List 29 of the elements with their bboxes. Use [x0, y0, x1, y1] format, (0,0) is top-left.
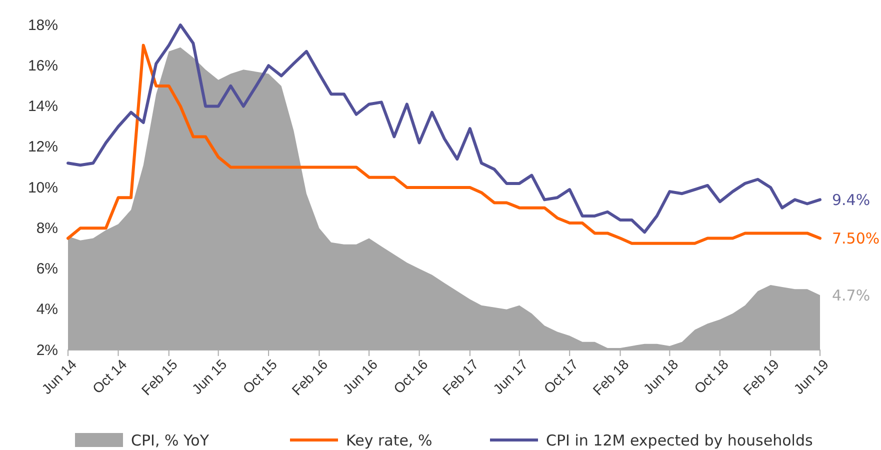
y-tick-label: 6%: [36, 260, 58, 278]
x-tick-label: Oct 14: [89, 356, 130, 397]
y-tick-label: 18%: [28, 16, 58, 34]
x-tick-label: Oct 18: [690, 356, 732, 397]
x-tick-label: Oct 16: [390, 356, 431, 397]
x-tick-label: Jun 16: [339, 356, 381, 398]
legend-label: Key rate, %: [346, 431, 432, 450]
x-tick-label: Feb 19: [740, 356, 782, 398]
x-tick-label: Jun 17: [490, 356, 531, 398]
x-tick-label: Jun 15: [188, 356, 230, 398]
legend-label: CPI, % YoY: [131, 431, 210, 450]
annotation: 9.4%: [832, 190, 870, 209]
x-tick-label: Oct 17: [540, 356, 582, 397]
x-tick-label: Jun 18: [640, 356, 682, 398]
x-tick-label: Oct 15: [240, 356, 280, 397]
x-tick-label: Feb 17: [439, 356, 482, 398]
annotation: 7.50%: [832, 230, 880, 248]
annotation: 4.7%: [832, 286, 870, 304]
y-tick-label: 4%: [36, 301, 58, 318]
y-tick-label: 14%: [28, 98, 58, 116]
y-tick-label: 12%: [28, 138, 58, 156]
y-tick-label: 16%: [28, 57, 58, 74]
x-tick-label: Feb 18: [590, 356, 632, 398]
x-tick-label: Feb 16: [288, 356, 331, 398]
x-tick-label: Jun 19: [790, 356, 832, 398]
legend-label: CPI in 12M expected by households: [546, 431, 813, 450]
x-tick-label: Feb 15: [138, 356, 180, 398]
y-tick-label: 10%: [28, 179, 58, 196]
y-tick-label: 8%: [36, 220, 58, 237]
